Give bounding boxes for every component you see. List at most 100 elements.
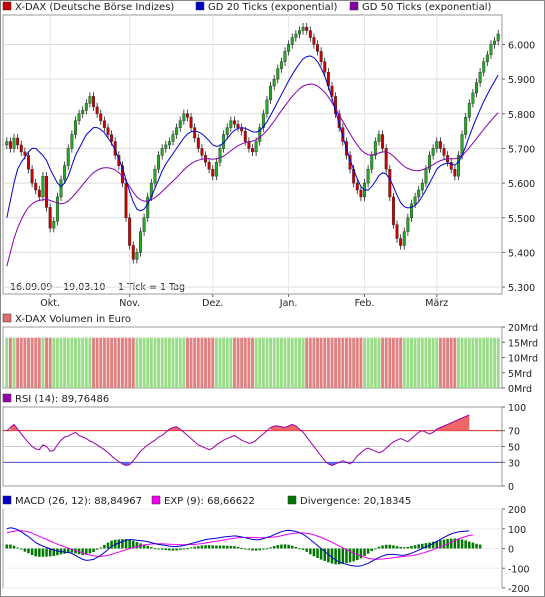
price-candle	[279, 61, 283, 69]
volume-bar	[377, 337, 381, 388]
macd-divergence-bar	[457, 538, 460, 549]
macd-divergence-bar	[265, 548, 269, 550]
macd-divergence-bar	[189, 547, 193, 549]
price-candle	[449, 162, 453, 170]
price-candle	[175, 127, 179, 135]
macd-divergence-bar	[421, 543, 424, 549]
macd-divergence-bar	[27, 548, 30, 554]
volume-bar	[117, 337, 121, 388]
price-candle	[218, 148, 222, 163]
price-candle	[316, 44, 320, 52]
volume-bar	[283, 337, 287, 388]
volume-bar	[279, 337, 283, 388]
rsi-line	[6, 414, 470, 467]
macd-divergence-bar	[16, 547, 19, 549]
macd-divergence-bar	[381, 545, 384, 549]
volume-bar	[139, 337, 142, 388]
price-candle	[95, 106, 99, 114]
macd-divergence-bar	[330, 548, 334, 564]
macd-legend-swatch-0	[2, 495, 12, 505]
macd-legend-label-0: MACD (26, 12): 88,84967	[15, 496, 142, 507]
volume-bar	[355, 337, 359, 388]
volume-bar	[236, 337, 240, 388]
volume-bar	[326, 337, 330, 388]
macd-divergence-bar	[160, 548, 164, 550]
price-candle	[413, 196, 417, 205]
price-candle	[131, 245, 135, 260]
volume-legend-label-0: X-DAX Volumen in Euro	[15, 314, 131, 325]
macd-divergence-bar	[110, 540, 113, 549]
macd-divergence-bar	[218, 545, 222, 549]
volume-bar	[410, 337, 413, 388]
macd-divergence-bar	[312, 548, 316, 557]
price-candle	[73, 120, 77, 135]
price-candle	[81, 110, 85, 114]
macd-divergence-bar	[449, 538, 453, 549]
volume-bar	[110, 337, 114, 388]
volume-bar	[493, 337, 497, 388]
price-candle	[102, 120, 106, 128]
volume-bar	[27, 337, 30, 388]
price-candle	[12, 137, 16, 149]
macd-legend-swatch-1	[151, 495, 161, 505]
price-candle	[485, 54, 489, 62]
price-candle	[59, 179, 63, 198]
rsi-oversold-fill	[328, 462, 336, 466]
volume-bar	[366, 337, 370, 388]
price-candle	[34, 182, 38, 191]
volume-bar	[344, 337, 348, 388]
price-candle	[359, 189, 363, 198]
price-candle	[160, 148, 164, 156]
volume-bar	[99, 337, 103, 388]
macd-divergence-bar	[442, 539, 446, 549]
volume-bar	[214, 337, 218, 388]
macd-divergence-bar	[464, 540, 467, 549]
volume-bar	[272, 337, 276, 388]
price-candle	[489, 44, 493, 56]
macd-divergence-bar	[388, 544, 392, 549]
price-candle	[110, 134, 114, 142]
macd-divergence-bar	[88, 548, 92, 554]
volume-bar	[305, 337, 309, 388]
volume-bar	[106, 337, 110, 388]
macd-divergence-bar	[207, 545, 211, 549]
macd-divergence-bar	[222, 545, 225, 549]
price-candle	[431, 148, 435, 156]
volume-bar	[59, 337, 63, 388]
price-legend-label-2: GD 50 Ticks (exponential)	[362, 2, 491, 13]
macd-divergence-bar	[124, 539, 128, 549]
price-candle	[377, 134, 381, 142]
price-candle	[420, 182, 424, 191]
price-candle	[391, 196, 395, 225]
volume-bar	[363, 337, 366, 388]
macd-divergence-bar	[392, 545, 395, 549]
macd-divergence-bar	[225, 545, 229, 549]
price-candle	[442, 148, 446, 156]
macd-divergence-bar	[168, 548, 171, 551]
macd-divergence-bar	[402, 547, 406, 549]
macd-divergence-bar	[121, 539, 124, 549]
price-candle	[30, 169, 34, 184]
volume-bar	[341, 337, 345, 388]
macd-divergence-bar	[345, 548, 348, 564]
price-ytick-label: 5.500	[508, 214, 535, 225]
price-xtick-label: Nov.	[119, 298, 140, 309]
volume-bar	[417, 337, 421, 388]
price-candle	[167, 141, 171, 146]
price-candle	[164, 144, 168, 149]
macd-divergence-bar	[56, 548, 59, 556]
price-candle	[366, 169, 370, 184]
volume-legend-swatch-0	[2, 313, 12, 323]
volume-bar	[254, 337, 258, 388]
price-candle	[214, 162, 218, 177]
volume-bar	[435, 337, 439, 388]
volume-bar	[485, 337, 489, 388]
volume-bar	[37, 337, 41, 388]
price-candle	[402, 231, 406, 246]
price-candle	[388, 169, 392, 198]
price-candle	[290, 37, 294, 45]
volume-bar	[92, 337, 95, 388]
volume-bar	[269, 337, 273, 388]
macd-divergence-bar	[193, 546, 196, 549]
